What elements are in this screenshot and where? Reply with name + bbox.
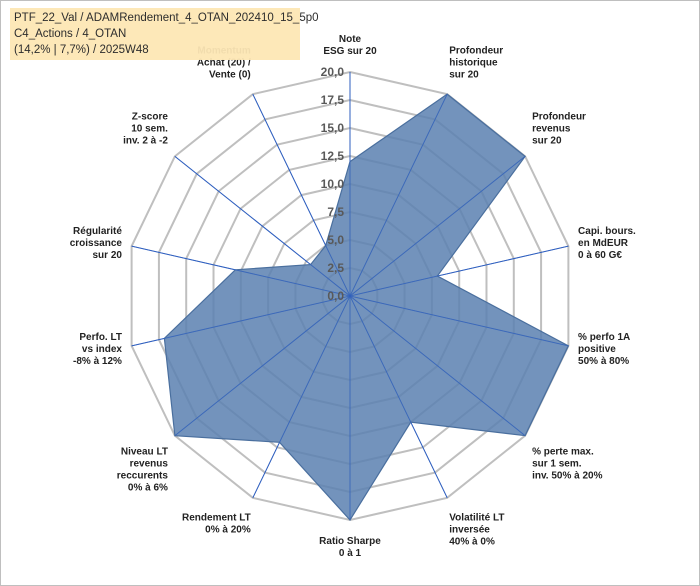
tick-label: 17,5: [321, 93, 345, 107]
axis-spoke-overlay: [174, 156, 351, 297]
axis-spoke-overlay: [131, 245, 351, 297]
title-line-2: C4_Actions / 4_OTAN: [14, 28, 127, 40]
axis-label-line: Niveau LT: [121, 446, 168, 457]
axis-spoke-overlay: [252, 295, 351, 498]
axis-label-line: inv. 50% à 20%: [532, 470, 603, 481]
series-area: [163, 93, 570, 521]
radar-axis-labels: Note ESG sur 20 Profondeur historique sur 20…: [70, 34, 636, 559]
axis-label-line: 50% à 80%: [578, 356, 629, 367]
tick-label: 10,0: [321, 177, 345, 191]
title-line-1: PTF_22_Val / ADAMRendement_4_OTAN_202410…: [14, 12, 319, 24]
axis-label-line: Profondeur: [449, 46, 503, 57]
axis-label-line: revenus: [532, 124, 571, 135]
axis-label-line: Capi. bours.: [578, 226, 636, 237]
axis-label-line: sur 20: [532, 136, 562, 147]
axis-label-line: Note: [339, 34, 362, 45]
axis-label: % perte max. sur 1 sem. inv. 50% à 20%: [532, 446, 603, 481]
axis-label-line: revenus: [130, 458, 169, 469]
axis-label-line: 0 à 1: [339, 548, 362, 559]
axis-label: Volatilité LT inversée 40% à 0%: [449, 512, 504, 547]
axis-label-line: Volatilité LT: [449, 512, 504, 523]
axis-label-line: Rendement LT: [182, 512, 251, 523]
axis-spoke-overlay: [349, 245, 569, 297]
tick-label: 2,5: [327, 261, 344, 275]
axis-spoke-overlay: [174, 295, 351, 436]
axis-label-line: ESG sur 20: [323, 46, 377, 57]
axis-label-line: historique: [449, 58, 498, 69]
axis-label: Perfo. LT vs index -8% à 12%: [73, 332, 122, 367]
axis-label: Rendement LT 0% à 20%: [182, 512, 251, 535]
axis-label-line: 10 sem.: [131, 124, 168, 135]
axis-label: Capi. bours. en MdEUR 0 à 60 G€: [578, 226, 636, 261]
axis-label-line: inv. 2 à -2: [123, 136, 168, 147]
axis-label-line: Régularité: [73, 226, 122, 237]
tick-label: 20,0: [321, 65, 345, 79]
axis-label-line: -8% à 12%: [73, 356, 122, 367]
axis-label-line: positive: [578, 344, 616, 355]
axis-spoke-overlay: [349, 156, 526, 297]
axis-spoke-overlay: [349, 295, 569, 347]
axis-label-line: Achat (20) /: [197, 58, 251, 69]
axis-spoke-overlay: [349, 295, 526, 436]
chart-title-box: PTF_22_Val / ADAMRendement_4_OTAN_202410…: [10, 8, 319, 60]
axis-label-line: Profondeur: [532, 112, 586, 123]
axis-label-line: sur 20: [449, 70, 479, 81]
axis-label: Niveau LT revenus reccurents 0% à 6%: [117, 446, 169, 493]
axis-label: Ratio Sharpe 0 à 1: [319, 536, 381, 559]
axis-label-line: 0 à 60 G€: [578, 250, 622, 261]
axis-spoke-overlay: [131, 295, 351, 347]
axis-label-line: sur 1 sem.: [532, 458, 582, 469]
axis-label: Z-score 10 sem. inv. 2 à -2: [123, 112, 168, 147]
axis-label: Régularité croissance sur 20: [70, 226, 123, 261]
radar-series: [131, 72, 570, 521]
axis-label-line: Ratio Sharpe: [319, 536, 381, 547]
axis-label-line: sur 20: [92, 250, 122, 261]
axis-label: Note ESG sur 20: [323, 34, 377, 57]
axis-label: % perfo 1A positive 50% à 80%: [578, 332, 630, 367]
axis-label-line: 0% à 6%: [128, 482, 168, 493]
axis-label-line: vs index: [82, 344, 122, 355]
axis-spoke-overlay: [252, 94, 351, 297]
axis-spoke-overlay: [349, 295, 448, 498]
axis-label-line: Perfo. LT: [79, 332, 122, 343]
axis-label-line: 40% à 0%: [449, 536, 495, 547]
tick-label: 15,0: [321, 121, 345, 135]
axis-label-line: reccurents: [117, 470, 169, 481]
axis-label: Profondeur revenus sur 20: [532, 112, 586, 147]
axis-label-line: % perfo 1A: [578, 332, 630, 343]
tick-label: 12,5: [321, 149, 345, 163]
axis-label-line: inversée: [449, 524, 490, 535]
axis-label: Profondeur historique sur 20: [449, 46, 503, 81]
axis-label-line: Z-score: [132, 112, 169, 123]
title-line-3: (14,2% | 7,7%) / 2025W48: [14, 44, 149, 56]
axis-label-line: % perte max.: [532, 446, 594, 457]
tick-label: 0,0: [327, 289, 344, 303]
axis-label-line: croissance: [70, 238, 123, 249]
radar-tick-labels: 0,0 2,5 5,0 7,5 10,0 12,5 15,0 17,5 20,0: [321, 65, 345, 303]
axis-spoke-overlay: [349, 94, 448, 297]
axis-label-line: Vente (0): [209, 70, 251, 81]
tick-label: 7,5: [327, 205, 344, 219]
tick-label: 5,0: [327, 233, 344, 247]
axis-label-line: en MdEUR: [578, 238, 629, 249]
axis-label-line: 0% à 20%: [205, 524, 251, 535]
